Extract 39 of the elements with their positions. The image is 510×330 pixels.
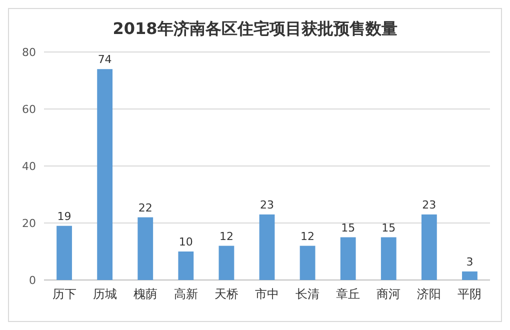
data-label: 23 xyxy=(422,198,436,212)
chart-title: 2018年济南各区住宅项目获批预售数量 xyxy=(112,19,398,38)
bar xyxy=(259,214,275,280)
y-tick-label: 20 xyxy=(22,216,36,230)
bar xyxy=(421,214,437,280)
y-tick-label: 80 xyxy=(22,46,36,59)
x-tick-label: 槐荫 xyxy=(133,287,158,301)
data-label: 74 xyxy=(98,53,112,66)
bar xyxy=(97,69,113,280)
x-tick-label: 历城 xyxy=(92,287,117,301)
bar xyxy=(56,226,72,280)
x-tick-label: 历下 xyxy=(52,287,76,301)
data-label: 23 xyxy=(260,198,274,212)
x-tick-label: 商河 xyxy=(376,287,401,301)
y-tick-label: 40 xyxy=(22,160,36,173)
data-label: 22 xyxy=(138,201,152,214)
bar xyxy=(300,246,316,280)
data-label: 12 xyxy=(219,230,234,243)
bar xyxy=(138,217,154,280)
bar xyxy=(380,237,396,280)
x-tick-label: 章丘 xyxy=(336,287,360,301)
bar xyxy=(178,252,194,280)
data-label: 15 xyxy=(341,221,356,234)
data-label: 12 xyxy=(300,230,315,243)
x-tick-label: 天桥 xyxy=(214,287,238,301)
x-tick-label: 长清 xyxy=(296,287,320,301)
x-tick-label: 济阳 xyxy=(417,287,442,301)
y-tick-label: 60 xyxy=(22,102,36,116)
x-tick-label: 市中 xyxy=(255,287,279,301)
data-label: 10 xyxy=(178,236,193,248)
data-label: 15 xyxy=(382,221,396,234)
x-tick-label: 平阴 xyxy=(458,287,482,301)
data-label: 3 xyxy=(466,255,474,268)
bar xyxy=(462,271,478,280)
data-label: 19 xyxy=(57,210,72,223)
bar xyxy=(340,237,356,280)
y-tick-label: 0 xyxy=(29,274,36,287)
x-tick-label: 高新 xyxy=(174,287,198,301)
bar xyxy=(218,246,234,280)
